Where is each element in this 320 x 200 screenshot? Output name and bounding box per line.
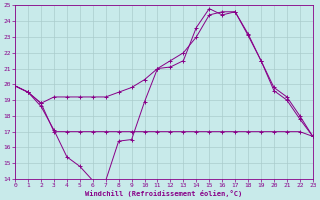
X-axis label: Windchill (Refroidissement éolien,°C): Windchill (Refroidissement éolien,°C) xyxy=(85,190,243,197)
